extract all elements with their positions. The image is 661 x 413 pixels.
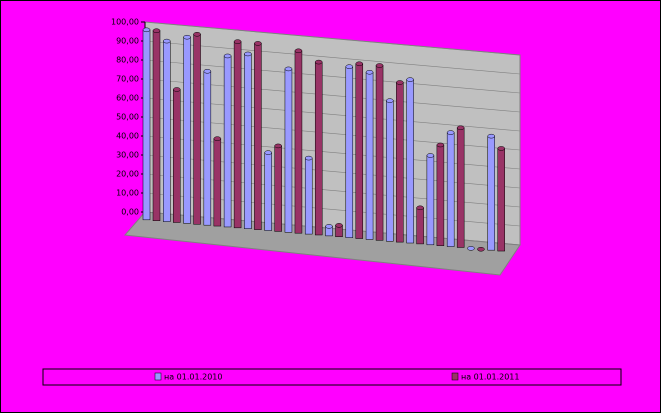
bar bbox=[355, 63, 364, 239]
grid-line bbox=[144, 59, 521, 94]
bar bbox=[152, 30, 161, 221]
y-tick-label: 10,00 bbox=[116, 189, 139, 198]
bar bbox=[497, 148, 505, 252]
bar bbox=[294, 50, 303, 234]
bar bbox=[284, 68, 293, 233]
bar bbox=[254, 43, 262, 230]
bar-cap bbox=[294, 48, 303, 54]
bar bbox=[386, 100, 394, 242]
bar-cap bbox=[325, 224, 333, 229]
bar-cap bbox=[487, 133, 495, 139]
bar-cap bbox=[163, 38, 171, 44]
bar-cap bbox=[314, 59, 323, 65]
bar-cap bbox=[244, 51, 252, 57]
y-tick-label: 90,00 bbox=[116, 37, 139, 46]
bar-cap bbox=[436, 142, 445, 148]
bar-cap bbox=[467, 246, 475, 251]
bar bbox=[416, 207, 424, 245]
bar-cap bbox=[416, 205, 424, 211]
y-tick-label: 80,00 bbox=[116, 56, 139, 65]
bar bbox=[365, 72, 374, 240]
legend-box bbox=[42, 368, 622, 386]
bar-cap bbox=[213, 136, 222, 141]
bar bbox=[345, 66, 354, 238]
bar-cap bbox=[446, 130, 455, 135]
bar-cap bbox=[426, 153, 435, 158]
bar bbox=[436, 144, 445, 246]
grid-line bbox=[144, 21, 521, 56]
bar-cap bbox=[173, 87, 181, 92]
bar bbox=[193, 34, 201, 225]
legend-label: на 01.01.2010 bbox=[164, 373, 222, 382]
bar-cap bbox=[456, 125, 465, 131]
bar bbox=[244, 53, 252, 229]
bar bbox=[314, 61, 323, 236]
bar bbox=[183, 36, 191, 224]
bar bbox=[304, 157, 313, 235]
bar-cap bbox=[386, 98, 394, 103]
bar-cap bbox=[233, 39, 242, 44]
bar bbox=[426, 155, 435, 246]
bar-cap bbox=[375, 63, 384, 68]
y-tick-label: 100,00 bbox=[111, 18, 139, 27]
bar-cap bbox=[274, 143, 282, 149]
y-tick-label: 70,00 bbox=[116, 75, 139, 84]
bar bbox=[456, 127, 465, 248]
bar bbox=[233, 41, 242, 229]
bar bbox=[213, 138, 222, 227]
grid-line bbox=[144, 40, 521, 75]
bar-cap bbox=[193, 32, 201, 37]
legend-label: на 01.01.2011 bbox=[461, 373, 519, 382]
y-tick-label: 40,00 bbox=[116, 132, 139, 141]
bar bbox=[375, 65, 384, 241]
y-tick-label: 20,00 bbox=[116, 170, 139, 179]
bar-cap bbox=[142, 27, 151, 33]
y-tick-label: 60,00 bbox=[116, 94, 139, 103]
bar bbox=[487, 135, 495, 251]
bar bbox=[446, 132, 455, 247]
bar-cap bbox=[477, 247, 485, 252]
bar-cap bbox=[183, 34, 191, 40]
bar-cap bbox=[365, 70, 374, 75]
legend-swatch bbox=[154, 372, 162, 381]
bar bbox=[264, 152, 272, 231]
bar bbox=[142, 29, 151, 221]
y-tick-label: 50,00 bbox=[116, 113, 139, 122]
bar bbox=[173, 89, 181, 223]
y-tick-label: 0,00 bbox=[121, 208, 139, 217]
y-tick-label: 30,00 bbox=[116, 151, 139, 160]
bar-cap bbox=[497, 146, 505, 151]
bar-cap bbox=[304, 155, 313, 161]
bar-cap bbox=[152, 28, 161, 33]
bar-cap bbox=[396, 80, 404, 85]
bar bbox=[396, 82, 404, 243]
legend-swatch bbox=[451, 372, 459, 381]
bar-cap bbox=[355, 61, 364, 66]
bar bbox=[163, 40, 171, 222]
bar bbox=[274, 145, 282, 232]
bar-cap bbox=[406, 77, 414, 82]
bar bbox=[223, 55, 232, 228]
bar-cap bbox=[264, 150, 272, 155]
bar bbox=[406, 79, 414, 244]
bar-cap bbox=[254, 41, 262, 46]
bar-cap bbox=[284, 66, 293, 72]
bar-cap bbox=[223, 53, 232, 59]
bar bbox=[203, 71, 212, 226]
bar-cap bbox=[203, 69, 212, 74]
bar-cap bbox=[335, 223, 343, 228]
bar-cap bbox=[345, 64, 354, 69]
